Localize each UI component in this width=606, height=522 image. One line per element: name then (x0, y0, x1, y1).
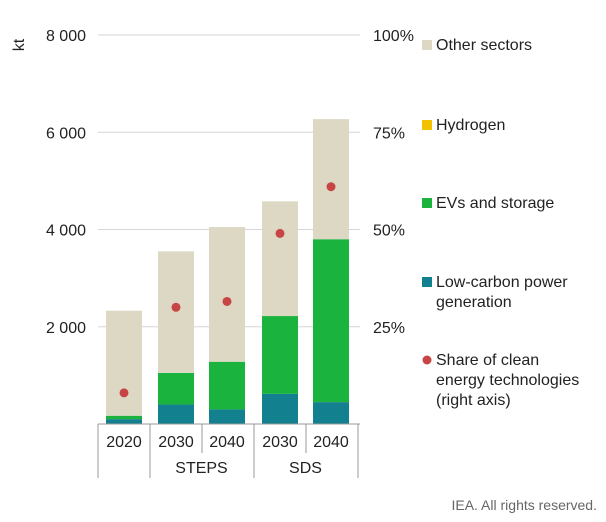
footer-credit: IEA. All rights reserved. (451, 497, 597, 513)
y2-tick-label: 25% (373, 320, 405, 337)
bar-low-carbon-power-generation-1 (106, 419, 142, 424)
legend-swatch (422, 198, 432, 208)
bar-other-sectors-1 (106, 310, 142, 416)
bar-evs-and-storage-3 (209, 361, 245, 410)
x-tick-label: 2040 (313, 434, 349, 451)
bar-evs-and-storage-5 (313, 239, 349, 403)
x-tick-label: 2030 (262, 434, 298, 451)
bar-other-sectors-2 (158, 251, 194, 373)
y-tick-label: 4 000 (46, 223, 86, 240)
legend: Other sectors Hydrogen EVs and storage Low-… (422, 37, 579, 409)
legend-label: Share of clean energy technologies (right … (436, 352, 579, 409)
share-point-4 (275, 228, 285, 238)
y2-tick-label: 75% (373, 125, 405, 142)
share-point-3 (222, 296, 232, 306)
share-point-1 (119, 388, 129, 398)
y-tick-label: 8 000 (46, 28, 86, 45)
y-axis-left: 2 000 4 000 6 000 8 000 (46, 28, 86, 337)
y2-tick-label: 50% (373, 223, 405, 240)
legend-swatch (422, 277, 432, 287)
x-tick-label: 2040 (209, 434, 245, 451)
bar-other-sectors-3 (209, 227, 245, 362)
bars (106, 119, 349, 424)
bar-evs-and-storage-1 (106, 415, 142, 420)
legend-label: Other sectors (436, 37, 532, 54)
bar-evs-and-storage-2 (158, 372, 194, 405)
y-axis-right: 25% 50% 75% 100% (373, 28, 414, 337)
y2-tick-label: 100% (373, 28, 414, 45)
legend-swatch (422, 120, 432, 130)
share-point-5 (326, 182, 336, 192)
x-tick-label: 2020 (106, 434, 142, 451)
legend-marker-circle (422, 355, 432, 365)
y-tick-label: 2 000 (46, 320, 86, 337)
share-points (119, 182, 336, 398)
x-tick-label: 2030 (158, 434, 194, 451)
y-tick-label: 6 000 (46, 125, 86, 142)
x-group-label: SDS (289, 460, 322, 477)
bar-low-carbon-power-generation-4 (262, 393, 298, 424)
legend-label: Hydrogen (436, 117, 505, 134)
bar-low-carbon-power-generation-3 (209, 409, 245, 424)
bar-evs-and-storage-4 (262, 316, 298, 394)
legend-swatch (422, 40, 432, 50)
share-point-2 (171, 302, 181, 312)
bar-other-sectors-4 (262, 201, 298, 317)
bar-low-carbon-power-generation-2 (158, 404, 194, 424)
y-axis-label: kt (11, 38, 28, 51)
x-axis: 2020 2030 2040 2030 2040 STEPS SDS (97, 423, 360, 478)
legend-label: Low-carbon power generation (436, 274, 568, 311)
legend-label: EVs and storage (436, 195, 554, 212)
x-group-label: STEPS (175, 460, 227, 477)
bar-low-carbon-power-generation-5 (313, 402, 349, 424)
bar-other-sectors-5 (313, 119, 349, 240)
